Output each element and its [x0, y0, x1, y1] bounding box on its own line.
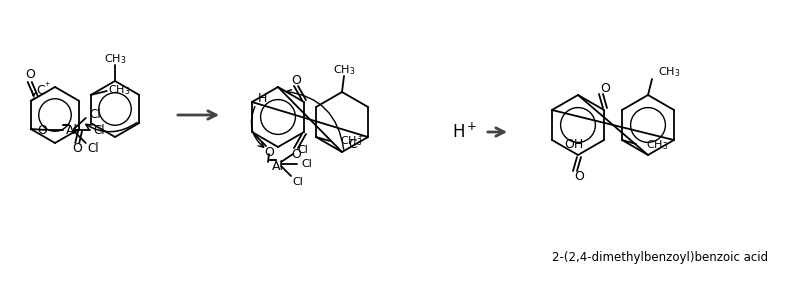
Text: CH$_3$: CH$_3$: [658, 65, 681, 79]
Text: H: H: [258, 92, 267, 104]
Text: H$^+$: H$^+$: [452, 122, 478, 142]
Text: $^+$: $^+$: [42, 81, 51, 91]
Text: CH$_3$: CH$_3$: [646, 138, 669, 152]
Text: O: O: [72, 143, 82, 156]
Text: Cl: Cl: [90, 108, 102, 121]
Text: OH: OH: [564, 137, 583, 150]
Text: O: O: [291, 73, 301, 86]
Text: CH$_3$: CH$_3$: [104, 52, 126, 66]
Text: 2-(2,4-dimethylbenzoyl)benzoic acid: 2-(2,4-dimethylbenzoyl)benzoic acid: [552, 251, 768, 263]
Text: C: C: [36, 84, 45, 96]
Text: Cl: Cl: [88, 141, 99, 154]
Text: CH$_3$: CH$_3$: [340, 134, 362, 148]
Text: CH$_3$: CH$_3$: [107, 83, 130, 97]
Text: CH$_3$: CH$_3$: [333, 63, 355, 77]
Text: Cl: Cl: [301, 159, 312, 169]
Text: O: O: [264, 146, 274, 158]
Text: Al: Al: [66, 123, 78, 137]
Text: C: C: [348, 137, 357, 150]
Text: Cl: Cl: [94, 123, 106, 137]
Text: Cl: Cl: [297, 145, 308, 155]
Text: O: O: [25, 69, 34, 82]
Text: O: O: [600, 82, 610, 94]
Text: Cl: Cl: [292, 177, 303, 187]
Text: O: O: [574, 170, 584, 183]
Text: $^+$: $^+$: [356, 134, 364, 144]
Text: O: O: [37, 123, 46, 137]
Text: Al: Al: [272, 160, 284, 172]
Text: O: O: [291, 148, 301, 160]
